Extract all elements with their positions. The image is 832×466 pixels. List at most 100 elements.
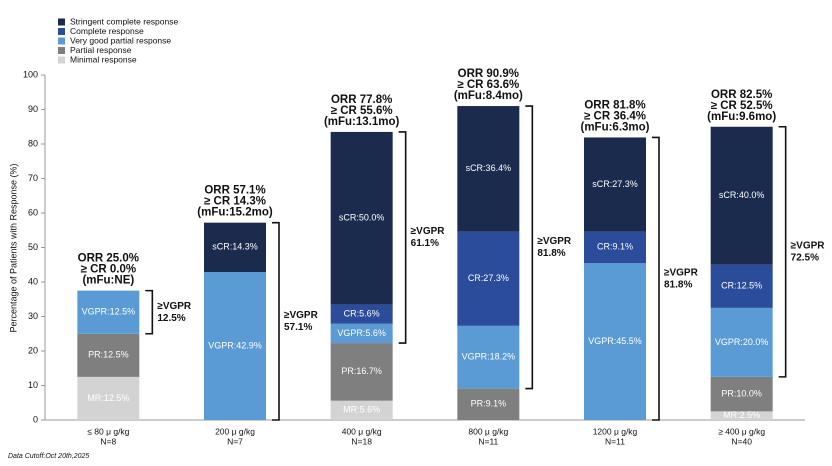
response-annotation: (mFu:NE) [82,275,134,287]
y-tick-label: 20 [28,345,38,355]
bar-segment [710,264,773,308]
response-annotation: ORR 81.8% [584,99,645,111]
bar-segment [77,333,140,377]
bracket-title: ≥VGPR [284,310,319,321]
bar-segment [457,325,520,389]
response-annotation: ≥ CR 52.5% [711,100,773,112]
y-tick-label: 90 [28,104,38,114]
segment-label: MR:12.5% [87,393,129,403]
bar-segment [204,271,266,420]
response-annotation: (mFu:13.1mo) [324,116,400,128]
legend-swatch [58,56,65,64]
bar-segment [584,137,646,232]
bar-segment [710,307,773,377]
response-annotation: ≥ CR 0.0% [81,264,137,276]
bracket [272,221,280,421]
segment-label: VGPR:20.0% [715,337,769,347]
segment-label: PR:10.0% [721,389,762,399]
segment-label: sCR:14.3% [212,242,258,252]
bar-segment [584,263,646,420]
response-annotation: (mFu:8.4mo) [454,90,523,102]
segment-label: PR:16.7% [341,366,382,376]
bracket [145,289,154,335]
bracket-title: ≥VGPR [157,301,192,312]
legend-swatch [58,18,65,26]
response-annotation: ≥ CR 36.4% [584,110,646,122]
bar-segment [330,400,393,420]
y-tick-label: 80 [28,138,38,148]
bar-segment [584,231,646,264]
y-tick-label: 50 [28,242,38,252]
x-tick-label: 200 μ g/kg [215,426,255,436]
segment-label: VGPR:45.5% [588,336,642,346]
footnote: Data Cutoff:Oct 20th,2025 [8,453,89,460]
bracket-value: 81.8% [664,279,692,290]
bracket-value: 72.5% [791,252,819,263]
legend-label: Minimal response [70,54,137,64]
segment-label: VGPR:42.9% [208,340,262,350]
bar-segment [330,304,393,324]
segment-label: sCR:27.3% [592,179,638,189]
bracket-title: ≥VGPR [537,236,572,247]
y-tick-label: 40 [28,276,38,286]
response-annotation: ORR 57.1% [204,185,265,197]
legend-label: Partial response [70,45,132,55]
legend-label: Stringent complete response [70,16,178,26]
response-annotation: ≥ CR 14.3% [204,196,266,208]
bracket-title: ≥VGPR [791,240,826,251]
segment-label: MR:2.5% [723,410,760,420]
response-annotation: ≥ CR 63.6% [457,79,519,91]
segment-label: CR:27.3% [468,273,509,283]
bar-segment [77,376,140,420]
x-tick-label: 800 μ g/kg [468,426,508,436]
y-tick-label: 60 [28,207,38,217]
y-tick-label: 10 [28,380,38,390]
bar-segment [330,343,393,401]
y-axis-label: Percentage of Patients with Response (%) [8,163,18,332]
segment-label: CR:12.5% [721,281,762,291]
bracket [652,136,660,421]
segment-label: VGPR:18.2% [462,352,516,362]
segment-label: PR:12.5% [88,350,129,360]
response-annotation: ORR 77.8% [331,94,392,106]
bracket-title: ≥VGPR [664,267,699,278]
response-annotation: ORR 90.9% [458,68,519,80]
x-tick-n: N=11 [605,436,625,446]
x-tick-label: 400 μ g/kg [342,426,382,436]
x-tick-n: N=18 [351,436,372,446]
legend-swatch [58,37,65,45]
segment-label: VGPR:5.6% [337,328,386,338]
segment-label: sCR:40.0% [719,190,765,200]
bracket [778,125,787,378]
response-annotation: ORR 82.5% [711,89,772,101]
bar-segment [457,106,520,232]
legend-swatch [58,28,65,35]
response-annotation: (mFu:9.6mo) [707,111,776,123]
response-annotation: ≥ CR 55.6% [331,105,393,117]
bar-segment [457,231,520,326]
bracket-value: 61.1% [411,238,439,249]
x-tick-n: N=40 [731,436,752,446]
bracket-value: 57.1% [284,322,312,333]
response-annotation: (mFu:6.3mo) [581,121,650,133]
response-annotation: (mFu:15.2mo) [197,207,273,219]
bar-segment [330,131,393,305]
y-tick-label: 100 [23,69,38,79]
x-tick-n: N=8 [100,436,116,446]
response-annotation: ORR 25.0% [78,253,139,265]
segment-label: CR:5.6% [344,308,380,318]
segment-label: VGPR:12.5% [82,307,136,317]
legend-label: Complete response [70,26,144,36]
y-tick-label: 0 [33,414,38,424]
bracket-title: ≥VGPR [411,226,446,237]
x-tick-n: N=7 [227,436,243,446]
bar-segment [77,290,140,334]
segment-label: sCR:50.0% [339,213,385,223]
x-tick-n: N=11 [478,436,498,446]
bracket-value: 12.5% [157,313,185,324]
x-tick-label: ≤ 80 μ g/kg [87,426,129,436]
segment-label: sCR:36.4% [466,163,512,173]
bracket-value: 81.8% [537,248,565,259]
x-tick-label: ≥ 400 μ g/kg [718,426,765,436]
